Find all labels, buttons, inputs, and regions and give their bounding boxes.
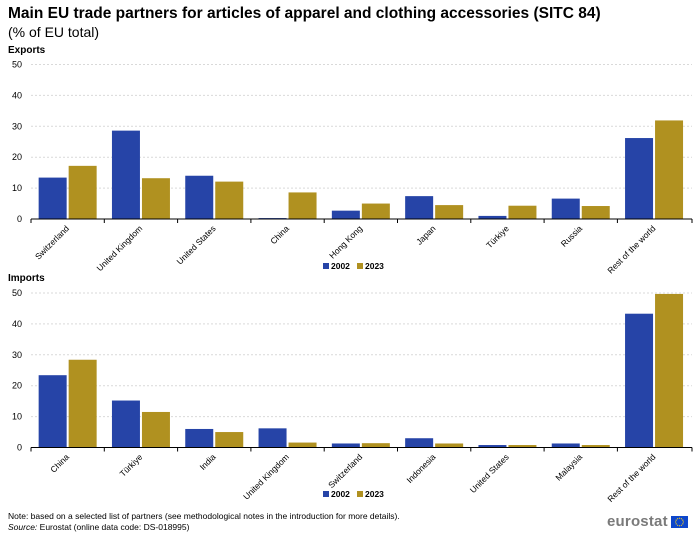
exports-bar-2002 [185,175,214,219]
imports-legend-label-2002: 2002 [331,489,350,499]
exports-bar-2002 [38,177,67,219]
imports-x-tick-label: Rest of the world [605,452,657,504]
exports-x-tick-label: China [268,223,291,246]
imports-bar-2023 [435,443,464,448]
source-label: Source: [8,522,38,532]
imports-bar-2002 [111,400,140,448]
imports-x-tick-label: China [48,452,71,475]
imports-legend-swatch-2023 [357,491,363,497]
exports-y-tick-label: 30 [12,121,22,131]
exports-y-tick-label: 0 [17,214,22,224]
exports-bar-2002 [625,138,654,219]
imports-panel-title: Imports [8,273,45,284]
imports-bar-2002 [478,445,507,448]
imports-legend-label-2023: 2023 [365,489,384,499]
exports-x-tick-label: United States [175,223,218,266]
exports-x-tick-label: United Kingdom [95,223,145,273]
exports-y-tick-label: 50 [12,60,22,70]
imports-bar-2002 [551,443,580,448]
exports-bar-2002 [551,198,580,219]
exports-x-tick-label: Japan [414,223,438,247]
eurostat-logo: eurostat [607,513,688,530]
imports-x-tick-label: India [198,452,218,472]
logo-text: eurostat [607,513,668,530]
exports-x-tick-label: Türkiye [484,223,511,250]
chart-subtitle: (% of EU total) [8,24,100,40]
imports-bar-2023 [508,445,537,448]
exports-bar-2002 [478,215,507,219]
imports-y-tick-label: 40 [12,319,22,329]
exports-x-tick-label: Hong Kong [327,223,364,260]
imports-legend-swatch-2002 [323,491,329,497]
footer-note: Note: based on a selected list of partne… [8,511,400,521]
imports-bar-2002 [258,428,287,448]
imports-bar-2023 [68,359,97,448]
imports-bar-2023 [581,445,610,448]
exports-panel-title: Exports [8,45,46,56]
imports-bar-2023 [141,411,170,448]
exports-y-tick-label: 10 [12,183,22,193]
imports-y-tick-label: 10 [12,412,22,422]
imports-bar-2002 [405,438,434,448]
imports-y-tick-label: 30 [12,350,22,360]
imports-x-tick-label: Indonesia [404,452,437,485]
imports-x-tick-label: United Kingdom [241,452,291,502]
eu-flag-icon [670,515,688,528]
imports-bar-2023 [288,442,317,448]
exports-x-tick-label: Switzerland [33,223,71,261]
exports-bar-2023 [215,181,244,219]
imports-y-tick-label: 20 [12,381,22,391]
exports-y-tick-label: 20 [12,152,22,162]
exports-x-tick-label: Russia [559,223,585,249]
imports-bar-2002 [38,375,67,448]
exports-legend-label-2023: 2023 [365,261,384,271]
exports-bar-2002 [111,130,140,219]
imports-x-tick-label: Switzerland [326,452,364,490]
exports-bar-2002 [405,196,434,219]
exports-legend-swatch-2002 [323,263,329,269]
exports-x-tick-label: Rest of the world [605,223,657,275]
imports-x-tick-label: United States [468,452,511,495]
exports-bar-2023 [361,203,390,219]
imports-bar-2002 [625,313,654,448]
imports-bar-2002 [185,428,214,448]
exports-y-tick-label: 40 [12,90,22,100]
exports-legend-label-2002: 2002 [331,261,350,271]
imports-x-tick-label: Türkiye [118,452,145,479]
imports-y-tick-label: 0 [17,443,22,453]
exports-bar-2023 [141,178,170,219]
imports-x-tick-label: Malaysia [553,452,584,483]
source-text: Eurostat (online data code: DS-018995) [37,522,190,532]
exports-bar-2002 [331,210,360,219]
footer-source: Source: Eurostat (online data code: DS-0… [8,522,189,532]
imports-bar-2023 [361,443,390,448]
exports-bar-2023 [508,205,537,219]
chart-title: Main EU trade partners for articles of a… [8,5,601,22]
exports-bar-2023 [435,205,464,219]
imports-y-tick-label: 50 [12,288,22,298]
exports-bar-2023 [68,165,97,219]
exports-bar-2023 [288,192,317,219]
imports-bar-2002 [331,443,360,448]
exports-legend-swatch-2023 [357,263,363,269]
imports-bar-2023 [215,432,244,448]
exports-bar-2023 [655,120,684,219]
exports-bar-2023 [581,206,610,219]
imports-bar-2023 [655,293,684,448]
